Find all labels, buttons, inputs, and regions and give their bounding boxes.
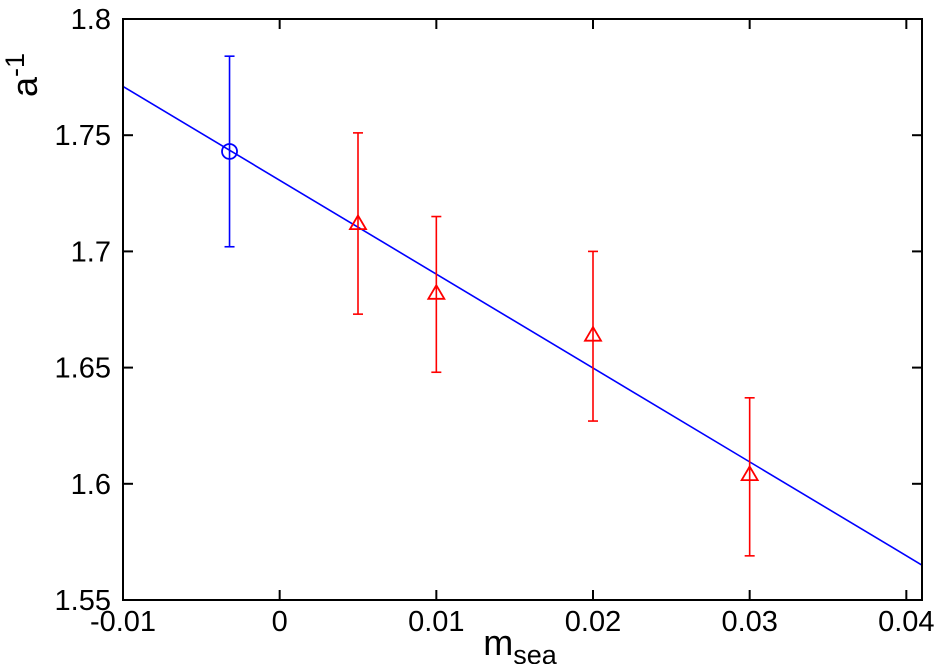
series-layer: [221, 55, 760, 557]
tick-marks: [122, 18, 922, 601]
fit-line: [122, 85, 923, 566]
y-tick-label: 1.8: [71, 4, 111, 36]
x-tick-label: -0.01: [90, 606, 156, 638]
y-tick-label: 1.55: [55, 585, 111, 617]
y-tick-label: 1.7: [71, 236, 111, 268]
x-tick-label: 0.02: [565, 606, 621, 638]
data-point-triangle: [583, 325, 603, 342]
x-tick-label: 0.01: [408, 606, 464, 638]
y-axis-title: a-1: [0, 53, 45, 97]
y-tick-label: 1.65: [55, 353, 111, 385]
data-point-circle: [221, 143, 238, 160]
y-tick-label: 1.75: [55, 120, 111, 152]
plot-frame: [122, 18, 923, 601]
x-axis-title-sub: sea: [513, 640, 558, 664]
x-tick-label: 0.03: [721, 606, 777, 638]
fit-line-layer: [122, 85, 923, 566]
x-axis-title: msea: [483, 622, 558, 664]
data-point-triangle: [348, 213, 368, 231]
x-axis-title-base: m: [483, 622, 513, 663]
x-tick-label: 0: [272, 606, 288, 638]
data-point-triangle: [740, 464, 760, 482]
y-tick-label: 1.6: [71, 469, 111, 501]
y-axis-title-base: a: [4, 76, 45, 97]
x-tick-label: 0.04: [878, 606, 934, 638]
y-axis-title-sup: -1: [0, 53, 30, 77]
data-point-triangle: [426, 283, 446, 300]
tick-labels: -0.01 0 0.01 0.02 0.03 0.04 1.55 1.6 1.65 1.7 1.75…: [55, 4, 935, 638]
